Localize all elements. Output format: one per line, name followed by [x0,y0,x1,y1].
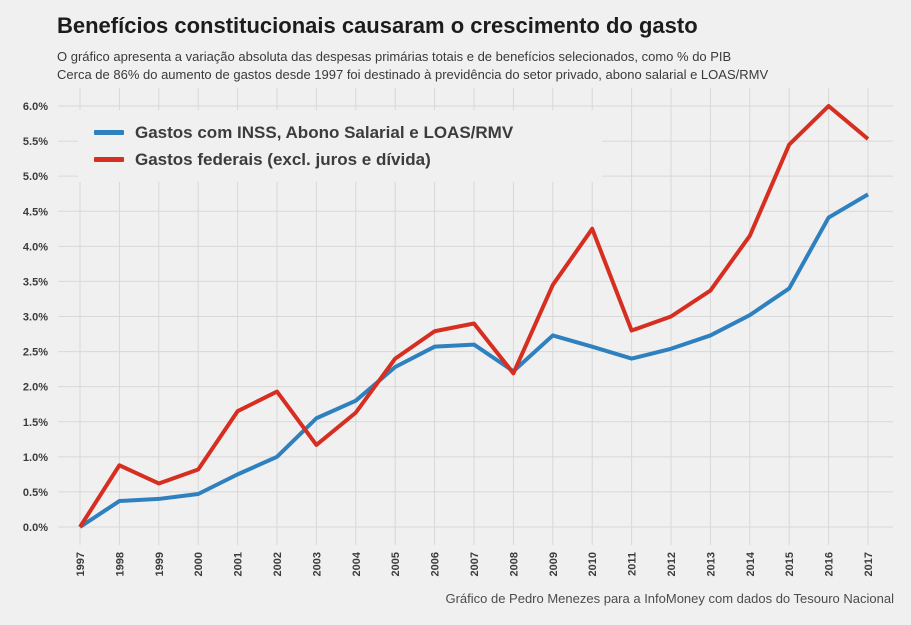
series-line-inss [78,192,870,529]
y-tick-label: 3.0% [23,312,48,324]
chart-legend: Gastos com INSS, Abono Salarial e LOAS/R… [78,110,602,182]
x-tick-label: 2006 [430,552,442,576]
y-tick-label: 1.0% [23,452,48,464]
y-tick-label: 3.5% [23,276,48,288]
legend-swatch-red-icon [94,157,124,162]
x-tick-label: 1998 [114,552,126,576]
x-tick-label: 2003 [311,552,323,576]
x-tick-label: 2013 [705,552,717,576]
legend-label-inss: Gastos com INSS, Abono Salarial e LOAS/R… [135,122,514,142]
x-tick-label: 2012 [666,552,678,576]
x-tick-label: 2015 [784,552,796,576]
x-tick-label: 1997 [75,552,87,576]
x-tick-label: 2001 [233,552,245,576]
y-tick-label: 5.0% [23,171,48,183]
chart-header: Benefícios constitucionais causaram o cr… [57,13,768,84]
legend-item-inss: Gastos com INSS, Abono Salarial e LOAS/R… [94,119,602,146]
x-tick-label: 2010 [587,552,599,576]
x-tick-label: 2004 [351,551,363,576]
y-tick-label: 4.5% [23,206,48,218]
y-tick-label: 0.5% [23,487,48,499]
y-tick-label: 1.5% [23,417,48,429]
chart-title: Benefícios constitucionais causaram o cr… [57,13,698,38]
y-tick-label: 5.5% [23,136,48,148]
legend-swatch-blue-icon [94,130,124,135]
y-tick-label: 2.5% [23,347,48,359]
y-tick-label: 4.0% [23,241,48,253]
y-tick-label: 0.0% [23,522,48,534]
x-tick-label: 2017 [863,552,875,576]
x-tick-label: 1999 [154,552,166,576]
x-tick-label: 2014 [745,551,757,576]
x-tick-label: 2000 [193,552,205,576]
series-line-federais [78,104,870,529]
x-tick-label: 2008 [508,552,520,576]
y-tick-label: 2.0% [23,382,48,394]
chart-subtitle-line1: O gráfico apresenta a variação absoluta … [57,49,732,64]
credit-text: Gráfico de Pedro Menezes para a InfoMone… [445,591,894,606]
legend-item-federais: Gastos federais (excl. juros e dívida) [94,146,602,173]
x-tick-label: 2007 [469,552,481,576]
y-tick-label: 6.0% [23,101,48,113]
x-tick-label: 2002 [272,552,284,576]
x-tick-label: 2016 [824,552,836,576]
chart-subtitle-line2: Cerca de 86% do aumento de gastos desde … [57,67,769,82]
x-tick-label: 2011 [627,552,639,576]
x-tick-label: 2009 [548,552,560,576]
legend-label-federais: Gastos federais (excl. juros e dívida) [135,149,431,169]
x-tick-label: 2005 [390,552,402,576]
